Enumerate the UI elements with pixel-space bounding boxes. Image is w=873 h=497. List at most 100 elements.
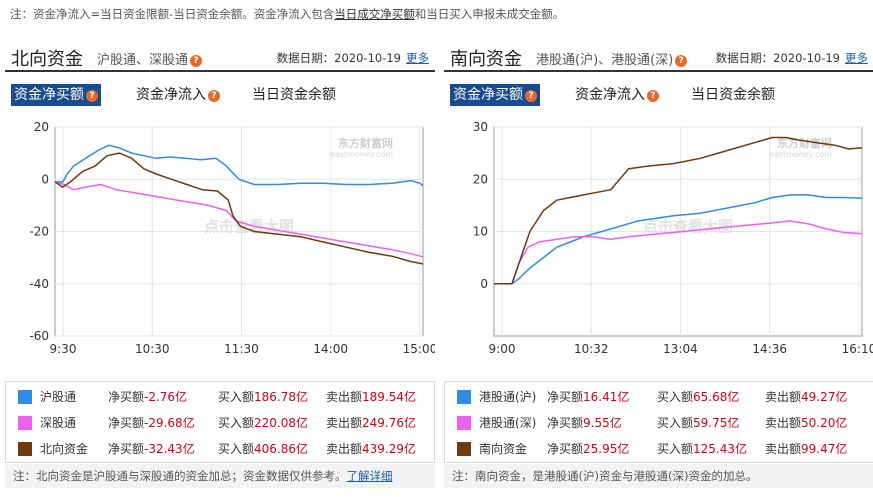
- x-tick-label: 16:10: [842, 342, 873, 356]
- y-tick-label: 30: [473, 120, 488, 134]
- y-tick-label: 10: [473, 225, 488, 239]
- x-tick-label: 10:32: [574, 342, 609, 356]
- net-value: 25.95亿: [583, 442, 630, 456]
- x-tick-label: 14:36: [752, 342, 787, 356]
- help-icon[interactable]: ?: [86, 90, 98, 102]
- x-tick-label: 14:00: [313, 342, 348, 356]
- north-more-link[interactable]: 更多: [406, 51, 429, 65]
- sell-value: 99.47亿: [801, 442, 848, 456]
- sell-label: 卖出额: [326, 416, 363, 430]
- top-note: 注：资金净流入=当日资金限额-当日资金余额。资金净流入包含当日成交净买额和当日买…: [10, 7, 565, 21]
- buy-value: 186.78亿: [254, 390, 308, 404]
- buy-label: 买入额: [218, 442, 255, 456]
- help-icon[interactable]: ?: [647, 90, 659, 102]
- south-subtitle: 港股通(沪)、港股通(深)?: [536, 49, 688, 68]
- south-header: 南向资金 港股通(沪)、港股通(深)? 数据日期：2020-10-19 更多: [444, 40, 873, 72]
- y-tick-label: -60: [29, 329, 49, 343]
- tab-net-inflow[interactable]: 资金净流入?: [572, 84, 662, 106]
- legend-name: 南向资金: [479, 442, 528, 456]
- legend-swatch: [18, 442, 32, 456]
- legend-swatch: [457, 416, 471, 430]
- sell-value: 50.20亿: [801, 416, 848, 430]
- sell-value: 439.29亿: [362, 442, 416, 456]
- sell-value: 49.27亿: [801, 390, 848, 404]
- legend-swatch: [457, 390, 471, 404]
- net-label: 净买额: [108, 390, 145, 404]
- series-line-1: [54, 181, 424, 258]
- sell-label: 卖出额: [765, 416, 802, 430]
- sell-label: 卖出额: [765, 442, 802, 456]
- sell-value: 249.76亿: [362, 416, 416, 430]
- legend-name: 沪股通: [40, 390, 77, 404]
- x-tick-label: 13:04: [663, 342, 698, 356]
- buy-value: 65.68亿: [693, 390, 740, 404]
- help-icon[interactable]: ?: [675, 55, 688, 67]
- buy-value: 220.08亿: [254, 416, 308, 430]
- south-title: 南向资金: [450, 49, 522, 70]
- sell-label: 卖出额: [326, 442, 363, 456]
- y-tick-label: 0: [480, 277, 488, 291]
- sell-value: 189.54亿: [362, 390, 416, 404]
- legend-name: 深股通: [40, 416, 77, 430]
- x-tick-label: 10:30: [135, 342, 170, 356]
- learn-more-link[interactable]: 了解详细: [346, 469, 393, 483]
- series-line-1: [494, 220, 863, 285]
- south-date: 数据日期：2020-10-19: [715, 51, 840, 65]
- tab-net-inflow[interactable]: 资金净流入?: [133, 84, 223, 106]
- net-label: 净买额: [108, 442, 145, 456]
- north-date: 数据日期：2020-10-19: [276, 51, 401, 65]
- tab-net-buy[interactable]: 资金净买额?: [450, 84, 540, 106]
- net-value: -2.76亿: [144, 390, 188, 404]
- trade-net-link[interactable]: 当日成交净买额: [334, 7, 415, 21]
- legend-row: 港股通(深) 净买额 9.55亿 买入额 59.75亿 卖出额 50.20亿: [445, 410, 873, 436]
- x-tick-label: 15:00: [403, 342, 435, 356]
- south-more-link[interactable]: 更多: [845, 51, 868, 65]
- help-icon[interactable]: ?: [190, 55, 203, 67]
- y-tick-label: 20: [34, 120, 49, 134]
- north-header: 北向资金 沪股通、深股通? 数据日期：2020-10-19 更多: [5, 40, 435, 72]
- watermark-logo: 东方财富网: [777, 136, 832, 150]
- x-tick-label: 9:00: [489, 342, 516, 356]
- north-subtitle: 沪股通、深股通?: [97, 49, 203, 68]
- help-icon[interactable]: ?: [525, 90, 537, 102]
- y-tick-label: -20: [29, 225, 49, 239]
- net-label: 净买额: [547, 416, 584, 430]
- help-icon[interactable]: ?: [208, 90, 220, 102]
- legend-name: 港股通(沪): [479, 390, 537, 404]
- watermark-logo: 东方财富网: [338, 136, 393, 150]
- buy-label: 买入额: [657, 442, 694, 456]
- south-chart[interactable]: 30 20 10 0 9:00 10:32 13:04 14:36 16:10 东方财富网east…: [444, 115, 873, 375]
- buy-label: 买入额: [218, 390, 255, 404]
- series-line-0: [55, 144, 424, 187]
- buy-value: 59.75亿: [693, 416, 740, 430]
- net-label: 净买额: [547, 442, 584, 456]
- north-chart[interactable]: 20 0 -20 -40 -609:30 10:30 11:30 14:00 15:00 东方财富…: [5, 115, 435, 375]
- watermark-center: 点击查看大图: [643, 218, 733, 236]
- net-value: 9.55亿: [583, 416, 622, 430]
- south-legend: 港股通(沪) 净买额 16.41亿 买入额 65.68亿 卖出额 49.27亿港股通(深) 净…: [444, 381, 873, 463]
- series-line-2: [54, 152, 424, 265]
- y-tick-label: -40: [29, 277, 49, 291]
- north-legend: 沪股通 净买额 -2.76亿 买入额 186.78亿 卖出额 189.54亿 深股通 净买额 -2…: [5, 381, 435, 463]
- net-label: 净买额: [108, 416, 145, 430]
- south-panel: 南向资金 港股通(沪)、港股通(深)? 数据日期：2020-10-19 更多 资…: [444, 40, 873, 490]
- buy-value: 125.43亿: [693, 442, 747, 456]
- tab-balance[interactable]: 当日资金余额: [691, 87, 775, 103]
- sell-label: 卖出额: [326, 390, 363, 404]
- legend-name: 港股通(深): [479, 416, 537, 430]
- buy-label: 买入额: [657, 416, 694, 430]
- net-value: -32.43亿: [144, 442, 195, 456]
- tab-net-buy[interactable]: 资金净买额?: [11, 84, 101, 106]
- series-line-0: [494, 194, 863, 285]
- north-panel: 北向资金 沪股通、深股通? 数据日期：2020-10-19 更多 资金净买额? …: [5, 40, 435, 490]
- series-line-2: [494, 136, 863, 285]
- legend-row: 深股通 净买额 -29.68亿 买入额 220.08亿 卖出额 249.76亿: [6, 410, 434, 436]
- buy-label: 买入额: [218, 416, 255, 430]
- y-tick-label: 20: [473, 172, 488, 186]
- legend-swatch: [18, 416, 32, 430]
- x-tick-label: 11:30: [224, 342, 259, 356]
- legend-row: 港股通(沪) 净买额 16.41亿 买入额 65.68亿 卖出额 49.27亿: [445, 384, 873, 410]
- legend-row: 北向资金 净买额 -32.43亿 买入额 406.86亿 卖出额 439.29亿: [6, 436, 434, 462]
- buy-label: 买入额: [657, 390, 694, 404]
- tab-balance[interactable]: 当日资金余额: [252, 87, 336, 103]
